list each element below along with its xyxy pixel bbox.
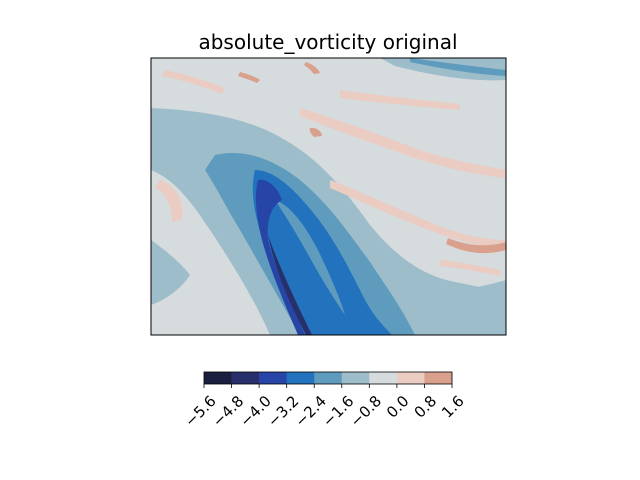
colorbar-swatch (286, 372, 315, 384)
contour-band-salmon (238, 62, 506, 254)
contour-band-light-blue-left (151, 240, 190, 305)
colorbar-swatch (424, 372, 453, 384)
colorbar-tick-label: 0.0 (383, 392, 413, 422)
colorbar-tick-label: 0.8 (411, 392, 441, 422)
colorbar-swatch (259, 372, 287, 384)
colorbar-swatch (341, 372, 370, 384)
colorbar-frame (203, 371, 453, 385)
plot-frame (150, 57, 507, 336)
colorbar: −5.6−4.8−4.0−3.2−2.4−1.6−0.80.00.81.6 (181, 371, 468, 431)
contour-band-mid-blue-top (410, 58, 506, 76)
colorbar-tick-label: −0.8 (347, 392, 385, 430)
colorbar-swatch (314, 372, 343, 384)
contour-band-inner-ridge (275, 200, 345, 315)
colorbar-swatch (396, 372, 425, 384)
contour-band-dark-blue (255, 179, 305, 335)
colorbar-swatch (369, 372, 398, 384)
contour-band-light-blue-top (380, 58, 506, 81)
contour-field (151, 58, 506, 335)
colorbar-tick-label: 1.6 (438, 392, 468, 422)
chart-title: absolute_vorticity original (198, 30, 457, 54)
colorbar-swatch (231, 372, 260, 384)
contour-band-light-blue-right (430, 280, 506, 317)
contour-band-light-salmon (155, 70, 506, 276)
colorbar-swatch (204, 372, 232, 384)
